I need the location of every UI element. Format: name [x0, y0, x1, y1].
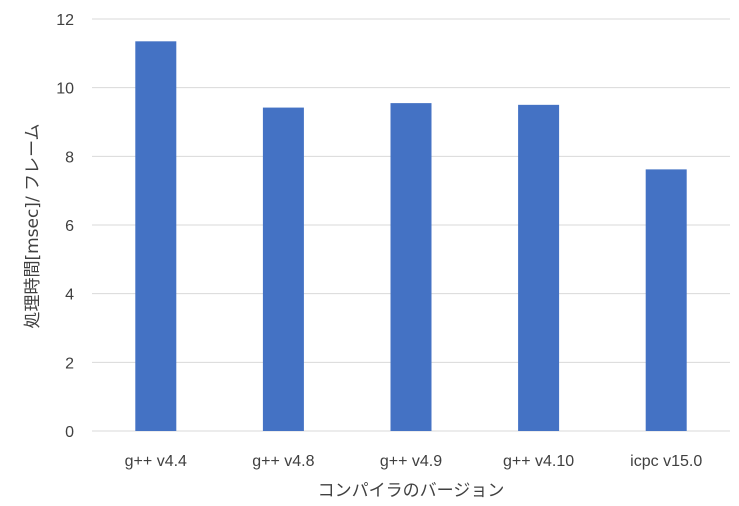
bar [135, 41, 177, 432]
bar [262, 107, 304, 431]
y-tick-label: 10 [56, 81, 74, 98]
bars [135, 41, 687, 432]
y-tick-label: 6 [65, 218, 74, 235]
x-tick-label: g++ v4.10 [503, 453, 574, 470]
x-tick-label: g++ v4.4 [125, 453, 187, 470]
bar [645, 169, 687, 431]
x-tick-label: g++ v4.8 [252, 453, 314, 470]
y-tick-label: 4 [65, 287, 74, 304]
x-axis-title: コンパイラのバージョン [318, 481, 505, 501]
y-axis-tick-labels: 0 2 4 6 8 10 12 [56, 12, 74, 441]
y-tick-label: 2 [65, 355, 74, 372]
y-tick-label: 8 [65, 149, 74, 166]
bar [390, 103, 432, 431]
y-tick-label: 0 [65, 424, 74, 441]
y-tick-label: 12 [56, 12, 74, 29]
y-axis-title: 処理時間[msec]/ フレーム [23, 123, 43, 328]
x-tick-label: icpc v15.0 [630, 453, 702, 470]
bar [518, 104, 560, 431]
x-axis-tick-labels: g++ v4.4 g++ v4.8 g++ v4.9 g++ v4.10 icpc v1… [125, 453, 703, 470]
x-tick-label: g++ v4.9 [380, 453, 442, 470]
